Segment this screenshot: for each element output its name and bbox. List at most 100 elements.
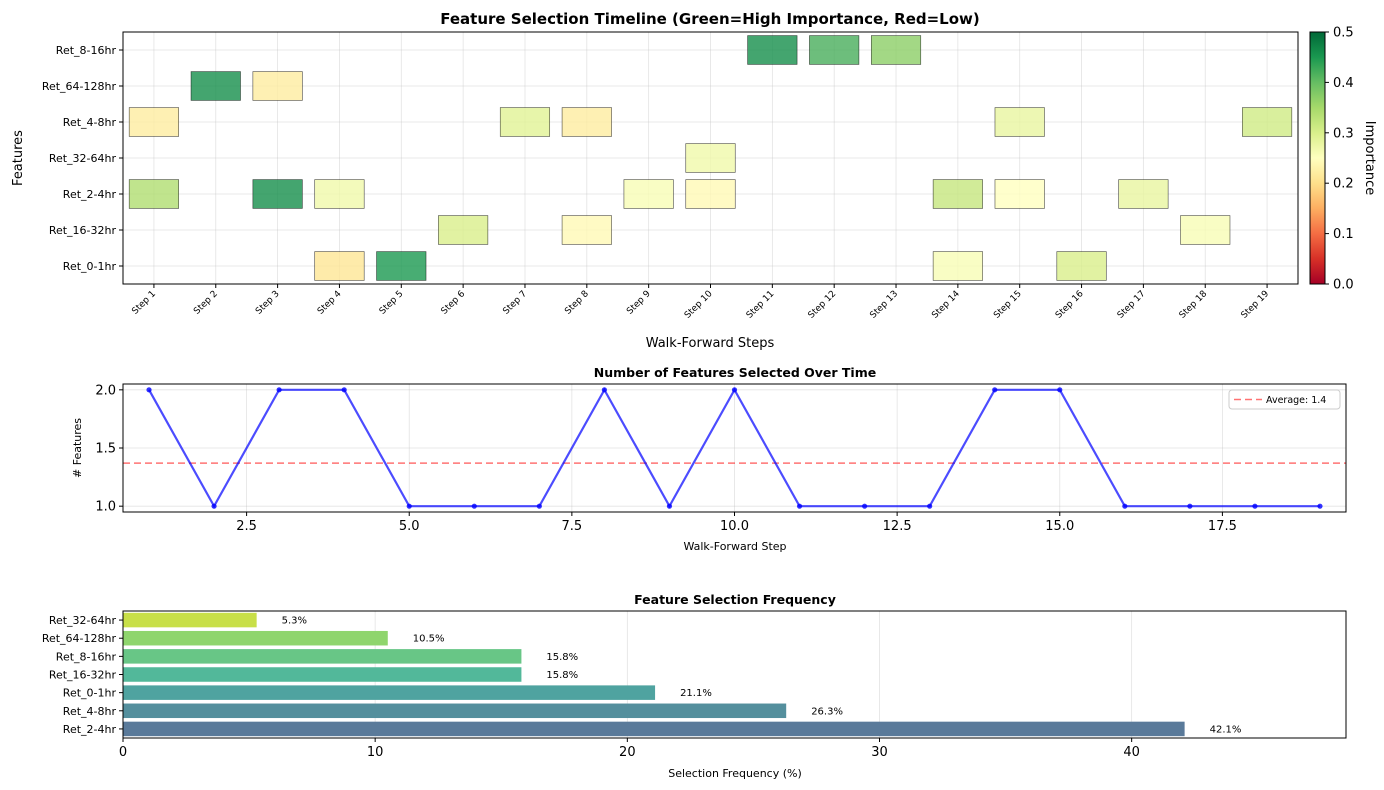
heatmap-xtick-label: Step 6 — [440, 289, 468, 317]
line-point — [1187, 503, 1193, 509]
heatmap-cell — [747, 35, 798, 65]
line-grid — [123, 384, 1346, 512]
heatmap-cell — [932, 179, 983, 209]
heatmap-ytick-label: Ret_64-128hr — [42, 80, 117, 93]
heatmap-xtick-label: Step 12 — [807, 289, 839, 321]
heatmap-cell — [1180, 215, 1231, 245]
bar — [123, 685, 656, 700]
bar — [123, 649, 522, 664]
heatmap-cell — [314, 179, 365, 209]
line-point — [601, 387, 607, 393]
heatmap-xtick-label: Step 4 — [316, 289, 344, 317]
bar-ytick-label: Ret_16-32hr — [49, 669, 117, 682]
features-count-points — [146, 387, 1323, 509]
bar-panel: Feature Selection Frequency 42.1% 26.3% 21… — [42, 592, 1347, 780]
bar-ytick-label: Ret_4-8hr — [63, 705, 117, 718]
bar-value-label: 21.1% — [680, 688, 712, 699]
bar-ytick-label: Ret_2-4hr — [63, 723, 117, 736]
heatmap-xtick-label: Step 9 — [625, 289, 653, 317]
bar-xtick-label: 10 — [367, 745, 384, 760]
line-legend: Average: 1.4 — [1228, 389, 1341, 410]
heatmap-grid — [123, 32, 1298, 284]
heatmap-cell — [623, 179, 674, 209]
heatmap-cell — [870, 35, 922, 65]
line-xtick-label: 12.5 — [883, 519, 912, 534]
heatmap-cell — [314, 251, 365, 281]
bar-xtick-label: 20 — [619, 745, 636, 760]
line-point — [276, 387, 282, 393]
bars — [123, 612, 1185, 737]
heatmap-xtick-label: Step 19 — [1240, 289, 1272, 321]
heatmap-cell — [252, 179, 303, 209]
line-point — [862, 503, 868, 509]
line-y-ticks: 1.0 1.5 2.0 — [95, 383, 123, 515]
bar-xtick-label: 40 — [1123, 745, 1140, 760]
bar — [123, 612, 257, 628]
line-xtick-label: 5.0 — [399, 519, 420, 534]
bar-xlabel: Selection Frequency (%) — [668, 767, 802, 780]
line-point — [536, 503, 542, 509]
heatmap-ytick-label: Ret_8-16hr — [56, 44, 117, 57]
line-xtick-label: 15.0 — [1045, 519, 1074, 534]
heatmap-cell — [1056, 251, 1107, 281]
bar-value-label: 5.3% — [282, 616, 307, 627]
line-point — [211, 503, 217, 509]
colorbar-tick-label: 0.2 — [1333, 177, 1354, 192]
heatmap-cell — [438, 215, 489, 245]
colorbar-tick-label: 0.1 — [1333, 227, 1354, 242]
heatmap-ytick-label: Ret_32-64hr — [49, 152, 117, 165]
heatmap-ytick-label: Ret_4-8hr — [63, 116, 117, 129]
bar — [123, 703, 787, 719]
bar-xtick-label: 30 — [871, 745, 888, 760]
bar-ytick-label: Ret_64-128hr — [42, 632, 117, 645]
heatmap-cell — [932, 251, 983, 281]
bar-value-label: 15.8% — [546, 652, 578, 663]
heatmap-xtick-label: Step 7 — [501, 289, 529, 317]
line-point — [406, 503, 412, 509]
line-point — [731, 387, 738, 393]
line-title: Number of Features Selected Over Time — [594, 365, 876, 380]
heatmap-xtick-label: Step 5 — [378, 289, 406, 317]
bar-ytick-label: Ret_0-1hr — [63, 687, 117, 700]
line-xtick-label: 17.5 — [1208, 519, 1237, 534]
heatmap-x-ticks: Step 1 Step 2 Step 3 Step 4 Step 5 Step 6 Step… — [130, 284, 1271, 321]
heatmap-cell — [190, 71, 241, 101]
heatmap-xtick-label: Step 14 — [930, 289, 962, 321]
bar-value-label: 10.5% — [413, 634, 445, 645]
colorbar-gradient — [1309, 31, 1326, 285]
line-xtick-label: 10.0 — [720, 519, 749, 534]
bar-x-ticks: 0 10 20 30 40 — [119, 738, 1140, 760]
line-ytick-label: 2.0 — [95, 383, 116, 398]
bar-value-label: 15.8% — [546, 670, 578, 681]
heatmap-cell — [499, 107, 551, 137]
line-ytick-label: 1.0 — [95, 500, 116, 515]
heatmap-cell — [685, 179, 736, 209]
heatmap-cell — [561, 215, 612, 245]
bar — [123, 721, 1185, 737]
heatmap-xtick-label: Step 10 — [683, 289, 715, 321]
heatmap-ytick-label: Ret_2-4hr — [63, 188, 117, 201]
line-point — [666, 503, 673, 509]
colorbar-ticks: 0.0 0.1 0.2 0.3 0.4 0.5 — [1325, 26, 1354, 293]
heatmap-xlabel: Walk-Forward Steps — [646, 336, 775, 351]
legend-box — [1228, 389, 1341, 410]
bar-xtick-label: 0 — [119, 745, 127, 760]
colorbar: 0.0 0.1 0.2 0.3 0.4 0.5 Importance — [1309, 26, 1377, 293]
bar-ytick-label: Ret_8-16hr — [56, 650, 117, 663]
line-xtick-label: 2.5 — [236, 519, 257, 534]
line-point — [1122, 503, 1128, 509]
colorbar-tick-label: 0.5 — [1333, 26, 1354, 41]
heatmap-xtick-label: Step 1 — [130, 289, 158, 317]
line-ylabel: # Features — [71, 418, 84, 478]
heatmap-xtick-label: Step 18 — [1178, 289, 1210, 321]
heatmap-xtick-label: Step 3 — [254, 289, 282, 317]
bar-value-label: 26.3% — [811, 706, 843, 717]
line-point — [992, 387, 998, 393]
heatmap-cell — [1242, 107, 1293, 137]
line-ytick-label: 1.5 — [95, 442, 116, 457]
bar-value-labels: 42.1% 26.3% 21.1% 15.8% 15.8% 10.5% 5.3% — [282, 616, 1242, 736]
line-point — [1317, 503, 1323, 509]
heatmap-ytick-label: Ret_0-1hr — [63, 260, 117, 273]
line-xlabel: Walk-Forward Step — [683, 540, 786, 553]
